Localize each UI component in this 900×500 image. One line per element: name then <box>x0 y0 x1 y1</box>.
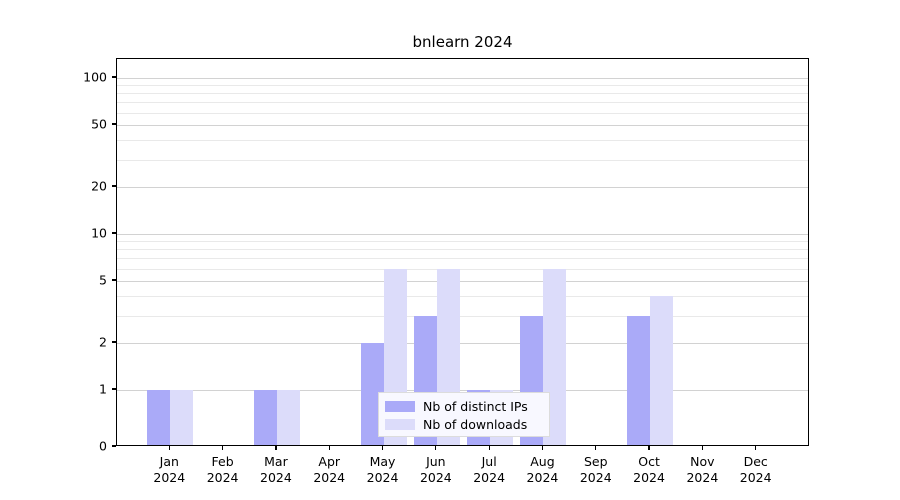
y-tick-label: 5 <box>99 272 107 288</box>
y-tick-mark <box>112 123 116 125</box>
gridline-minor <box>117 112 808 114</box>
x-tick-label: Dec 2024 <box>739 454 772 485</box>
x-tick-mark <box>168 446 170 450</box>
x-tick-label: Nov 2024 <box>686 454 719 485</box>
y-tick-label: 100 <box>83 69 107 85</box>
x-tick-label: Jul 2024 <box>473 454 506 485</box>
gridline-minor <box>117 296 808 298</box>
y-tick-mark <box>112 279 116 281</box>
bar-downloads <box>170 390 194 445</box>
gridline-minor <box>117 241 808 243</box>
x-tick-mark <box>755 446 757 450</box>
y-axis: 0 1 2 5 10 20 50 100 <box>66 0 116 500</box>
gridline-minor <box>117 140 808 142</box>
gridline-major <box>117 343 808 345</box>
gridline-minor <box>117 249 808 251</box>
x-tick-label: Jun 2024 <box>419 454 452 485</box>
legend-swatch-distinct-ips <box>385 400 415 412</box>
y-tick-label: 10 <box>91 225 107 241</box>
x-tick-mark <box>435 446 437 450</box>
y-tick-mark <box>112 232 116 234</box>
x-tick-label: Aug 2024 <box>526 454 559 485</box>
gridline-minor <box>117 93 808 95</box>
y-tick-mark <box>112 388 116 390</box>
y-tick-mark <box>112 76 116 78</box>
chart-legend: Nb of distinct IPs Nb of downloads <box>378 392 550 437</box>
x-tick-label: May 2024 <box>366 454 399 485</box>
x-tick-mark <box>221 446 224 450</box>
gridline-major <box>117 234 808 235</box>
gridline-minor <box>117 268 808 270</box>
gridline-major <box>117 187 808 189</box>
x-tick-label: Oct 2024 <box>633 454 665 485</box>
gridline-minor <box>117 159 808 161</box>
legend-label-downloads: Nb of downloads <box>423 416 528 432</box>
bar-distinct-ips <box>360 343 384 445</box>
bar-downloads <box>276 390 300 445</box>
x-tick-label: Sep 2024 <box>579 454 612 485</box>
x-tick-mark <box>541 446 544 450</box>
x-tick-mark <box>381 446 384 450</box>
gridline-major <box>117 390 808 391</box>
y-tick-mark <box>112 445 116 447</box>
legend-label-distinct-ips: Nb of distinct IPs <box>423 398 528 414</box>
x-tick-label: Jan 2024 <box>153 454 186 485</box>
bar-distinct-ips <box>147 390 171 445</box>
x-tick-label: Mar 2024 <box>260 454 292 485</box>
legend-swatch-downloads <box>385 418 415 430</box>
bar-downloads <box>650 296 674 445</box>
gridline-minor <box>117 258 808 260</box>
x-tick-mark <box>328 446 330 450</box>
gridline-major <box>117 124 808 126</box>
x-tick-mark <box>275 446 277 450</box>
y-tick-mark <box>112 185 116 187</box>
bar-distinct-ips <box>627 315 651 445</box>
gridline-minor <box>117 315 808 317</box>
gridline-major <box>117 78 808 79</box>
x-tick-mark <box>595 446 597 450</box>
x-tick-label: Feb 2024 <box>206 454 239 485</box>
x-tick-mark <box>701 446 704 450</box>
bar-distinct-ips <box>253 390 277 445</box>
y-tick-label: 20 <box>91 178 107 194</box>
x-tick-label: Apr 2024 <box>313 454 346 485</box>
x-axis: Jan 2024 Feb 2024 Mar 2024 Apr 2024 May 2024 Jun 20… <box>0 446 900 500</box>
legend-item-downloads: Nb of downloads <box>385 415 543 433</box>
plot-area <box>116 58 809 446</box>
gridline-minor <box>117 102 808 104</box>
y-tick-label: 2 <box>99 334 107 350</box>
x-tick-mark <box>488 446 490 450</box>
gridline-major <box>117 280 808 282</box>
y-tick-label: 0 <box>99 438 107 454</box>
x-tick-mark <box>648 446 650 450</box>
y-tick-mark <box>112 341 116 343</box>
y-tick-label: 1 <box>99 381 107 397</box>
gridline-minor <box>117 85 808 87</box>
chart-title: bnlearn 2024 <box>412 33 513 51</box>
y-tick-label: 50 <box>91 116 107 132</box>
legend-item-distinct-ips: Nb of distinct IPs <box>385 397 543 415</box>
